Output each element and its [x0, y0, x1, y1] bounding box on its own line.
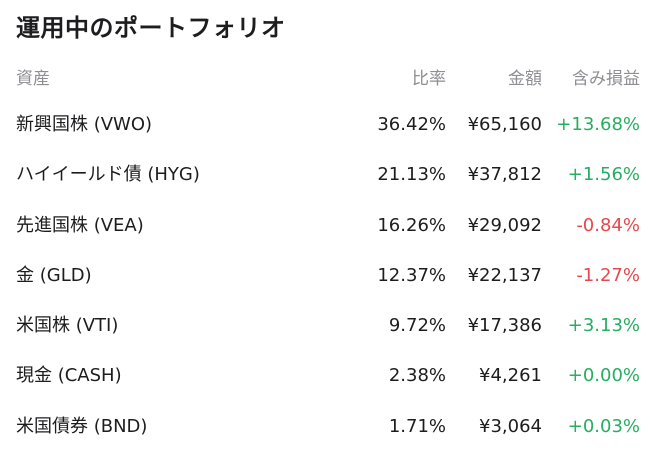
asset-amount: ¥37,812 — [467, 164, 542, 186]
asset-pnl: -0.84% — [576, 214, 640, 236]
asset-amount: ¥22,137 — [467, 264, 542, 286]
holdings-list: 新興国株 (VWO) 36.42% ¥65,160 +13.68% ハイイールド… — [0, 100, 650, 452]
asset-ratio: 9.72% — [388, 315, 446, 337]
asset-ratio: 1.71% — [388, 415, 446, 437]
column-header-ratio: 比率 — [412, 69, 446, 89]
column-header-asset: 資産 — [16, 69, 50, 89]
asset-name: 先進国株 (VEA) — [16, 214, 144, 236]
asset-pnl: +3.13% — [567, 315, 640, 337]
column-header-pnl: 含み損益 — [572, 69, 640, 89]
asset-amount: ¥65,160 — [467, 114, 542, 135]
table-row[interactable]: 先進国株 (VEA) 16.26% ¥29,092 -0.84% — [0, 201, 650, 251]
asset-amount: ¥17,386 — [467, 315, 542, 337]
asset-pnl: +0.00% — [567, 365, 640, 387]
asset-name: 米国債券 (BND) — [16, 415, 148, 437]
asset-pnl: -1.27% — [576, 264, 640, 286]
asset-amount: ¥4,261 — [479, 365, 542, 387]
asset-ratio: 21.13% — [377, 164, 446, 186]
table-row[interactable]: ハイイールド債 (HYG) 21.13% ¥37,812 +1.56% — [0, 150, 650, 200]
table-row[interactable]: 米国債券 (BND) 1.71% ¥3,064 +0.03% — [0, 402, 650, 452]
asset-ratio: 36.42% — [377, 114, 446, 135]
asset-ratio: 16.26% — [377, 214, 446, 236]
table-row[interactable]: 現金 (CASH) 2.38% ¥4,261 +0.00% — [0, 351, 650, 401]
column-header-amount: 金額 — [508, 69, 542, 89]
asset-name: 米国株 (VTI) — [16, 315, 119, 337]
table-row[interactable]: 金 (GLD) 12.37% ¥22,137 -1.27% — [0, 251, 650, 301]
asset-pnl: +0.03% — [567, 415, 640, 437]
asset-amount: ¥29,092 — [467, 214, 542, 236]
page-title: 運用中のポートフォリオ — [16, 14, 286, 42]
table-row[interactable]: 新興国株 (VWO) 36.42% ¥65,160 +13.68% — [0, 100, 650, 150]
asset-name: 現金 (CASH) — [16, 365, 122, 387]
table-row[interactable]: 米国株 (VTI) 9.72% ¥17,386 +3.13% — [0, 301, 650, 351]
asset-ratio: 12.37% — [377, 264, 446, 286]
asset-pnl: +1.56% — [567, 164, 640, 186]
table-header: 資産 比率 金額 含み損益 — [0, 64, 650, 90]
asset-ratio: 2.38% — [388, 365, 446, 387]
asset-name: ハイイールド債 (HYG) — [16, 164, 200, 186]
asset-pnl: +13.68% — [556, 114, 640, 135]
asset-amount: ¥3,064 — [479, 415, 542, 437]
asset-name: 金 (GLD) — [16, 264, 92, 286]
asset-name: 新興国株 (VWO) — [16, 114, 153, 135]
